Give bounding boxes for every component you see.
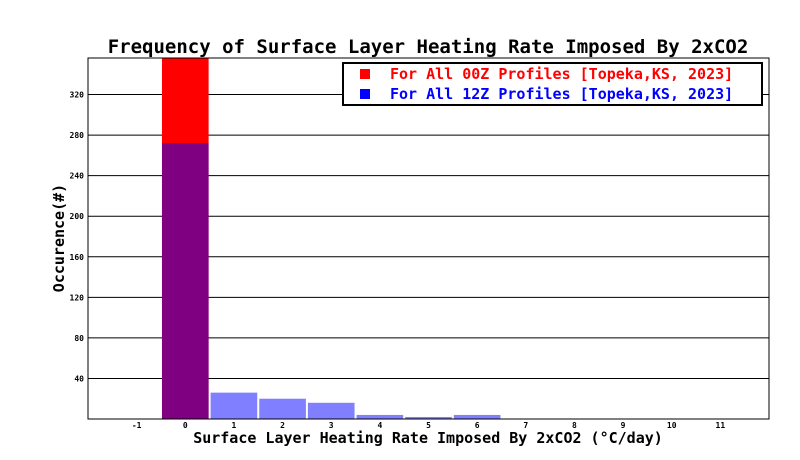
bars [161,58,501,419]
x-tick-0: 0 [183,421,188,430]
chart-title: Frequency of Surface Layer Heating Rate … [108,36,749,58]
bar-series1-bin-3 [307,402,355,419]
y-tick-240: 240 [70,172,85,181]
x-tick-4: 4 [377,421,382,430]
bar-series1-bin-4 [356,414,404,419]
y-axis-label: Occurence(#) [50,184,68,292]
y-tick-280: 280 [70,131,85,140]
legend-swatch-12z [360,89,370,99]
x-tick--1: -1 [132,421,142,430]
x-tick-7: 7 [523,421,528,430]
legend: For All 00Z Profiles [Topeka,KS, 2023] F… [342,62,763,106]
y-tick-120: 120 [70,293,85,302]
x-tick-10: 10 [667,421,677,430]
y-tick-200: 200 [70,212,85,221]
legend-box [342,62,763,106]
legend-label-00z: For All 00Z Profiles [Topeka,KS, 2023] [390,65,733,83]
x-tick-6: 6 [475,421,480,430]
x-tick-5: 5 [426,421,431,430]
x-tick-8: 8 [572,421,577,430]
x-tick-9: 9 [621,421,626,430]
x-tick-labels: -1 0 1 2 3 4 5 6 7 8 9 10 11 [132,421,726,430]
x-tick-3: 3 [329,421,334,430]
x-tick-2: 2 [280,421,285,430]
x-tick-1: 1 [232,421,237,430]
y-tick-40: 40 [74,374,84,383]
x-tick-11: 11 [716,421,726,430]
legend-label-12z: For All 12Z Profiles [Topeka,KS, 2023] [390,85,733,103]
bar-series1-bin-0 [161,143,209,419]
y-tick-160: 160 [70,253,85,262]
bar-series1-bin-1 [210,392,258,419]
y-tick-80: 80 [74,334,84,343]
bar-series1-bin-6 [453,414,501,419]
legend-swatch-00z [360,69,370,79]
bar-series1-bin-2 [259,398,306,419]
y-tick-labels: 40 80 120 160 200 240 280 320 [70,91,85,384]
x-axis-label: Surface Layer Heating Rate Imposed By 2x… [193,429,663,447]
y-tick-320: 320 [70,91,85,100]
bar-series1-bin-5 [405,416,452,419]
plot-frame [87,57,770,420]
